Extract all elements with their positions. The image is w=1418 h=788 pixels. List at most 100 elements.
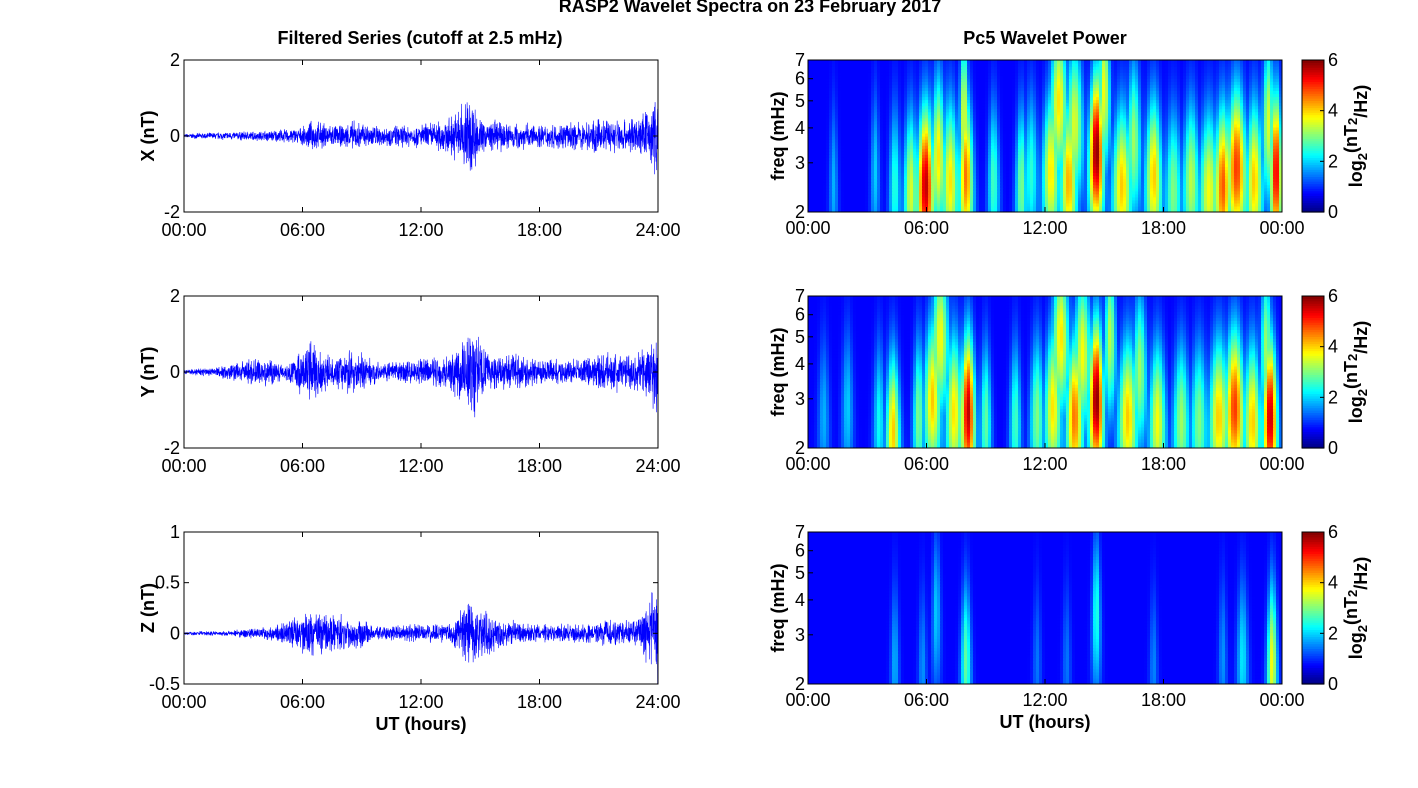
- heatmap-cell: [1081, 208, 1085, 212]
- heatmap-cell: [907, 163, 911, 167]
- heatmap-cell: [1204, 154, 1208, 158]
- heatmap-cell: [955, 120, 959, 125]
- heatmap-cell: [1078, 205, 1082, 210]
- heatmap-cell: [871, 151, 875, 155]
- heatmap-cell: [1240, 169, 1244, 174]
- heatmap-cell: [1096, 184, 1100, 189]
- heatmap-cell: [1201, 169, 1205, 174]
- heatmap-cell: [1066, 166, 1070, 171]
- heatmap-cell: [1108, 181, 1112, 186]
- heatmap-cell: [1165, 126, 1169, 131]
- heatmap-cell: [1147, 205, 1151, 210]
- heatmap-cell: [1222, 129, 1226, 134]
- heatmap-cell: [832, 196, 836, 201]
- heatmap-cell: [898, 139, 902, 143]
- heatmap-cell: [1219, 166, 1223, 171]
- heatmap-cell: [1081, 163, 1085, 167]
- heatmap-cell: [961, 184, 965, 189]
- heatmap-cell: [832, 157, 836, 161]
- heatmap-cell: [1132, 184, 1136, 189]
- heatmap-cell: [1114, 172, 1118, 177]
- heatmap-cell: [1090, 151, 1094, 155]
- heatmap-cell: [1177, 157, 1181, 161]
- heatmap-cell: [1027, 187, 1031, 192]
- heatmap-cell: [1081, 196, 1085, 201]
- heatmap-cell: [1045, 166, 1049, 171]
- heatmap-cell: [832, 163, 836, 167]
- heatmap-cell: [808, 193, 812, 198]
- heatmap-cell: [871, 199, 875, 204]
- heatmap-cell: [1279, 154, 1282, 158]
- heatmap-cell: [1003, 132, 1007, 137]
- heatmap-cell: [808, 181, 812, 186]
- heatmap-cell: [943, 190, 947, 195]
- heatmap-cell: [820, 187, 824, 192]
- heatmap-cell: [1009, 193, 1013, 198]
- heatmap-cell: [1168, 136, 1172, 140]
- heatmap-cell: [1030, 126, 1034, 131]
- heatmap-cell: [841, 199, 845, 204]
- heatmap-cell: [961, 181, 965, 186]
- heatmap-cell: [1222, 202, 1226, 207]
- heatmap-cell: [865, 157, 869, 161]
- heatmap-cell: [1126, 139, 1130, 143]
- heatmap-cell: [817, 202, 821, 207]
- heatmap-cell: [1105, 120, 1109, 125]
- heatmap-cell: [1042, 120, 1046, 125]
- heatmap-cell: [922, 157, 926, 161]
- heatmap-cell: [1183, 160, 1187, 164]
- heatmap-cell: [1222, 193, 1226, 198]
- heatmap-cell: [1102, 190, 1106, 195]
- heatmap-cell: [1120, 202, 1124, 207]
- heatmap-cell: [1006, 166, 1010, 171]
- heatmap-cell: [1132, 205, 1136, 210]
- heatmap-cell: [970, 205, 974, 210]
- heatmap-cell: [1198, 154, 1202, 158]
- heatmap-cell: [850, 196, 854, 201]
- heatmap-cell: [907, 145, 911, 149]
- heatmap-cell: [976, 172, 980, 177]
- heatmap-cell: [928, 139, 932, 143]
- heatmap-cell: [1102, 142, 1106, 146]
- heatmap-cell: [808, 129, 812, 134]
- heatmap-cell: [1090, 123, 1094, 128]
- heatmap-cell: [1255, 151, 1259, 155]
- heatmap-cell: [1153, 208, 1157, 212]
- heatmap-cell: [1174, 169, 1178, 174]
- heatmap-cell: [940, 202, 944, 207]
- heatmap-cell: [1180, 120, 1184, 125]
- heatmap-cell: [928, 132, 932, 137]
- heatmap-cell: [838, 117, 842, 122]
- heatmap-cell: [856, 190, 860, 195]
- heatmap-cell: [991, 184, 995, 189]
- heatmap-cell: [1147, 148, 1151, 152]
- heatmap-cell: [880, 169, 884, 174]
- heatmap-cell: [1129, 187, 1133, 192]
- heatmap-cell: [1030, 163, 1034, 167]
- heatmap-cell: [1021, 172, 1025, 177]
- heatmap-cell: [1000, 199, 1004, 204]
- heatmap-cell: [988, 154, 992, 158]
- heatmap-cell: [1036, 160, 1040, 164]
- heatmap-cell: [901, 123, 905, 128]
- heatmap-cell: [1063, 193, 1067, 198]
- heatmap-cell: [1264, 205, 1268, 210]
- heatmap-cell: [1081, 123, 1085, 128]
- heatmap-cell: [976, 184, 980, 189]
- heatmap-cell: [925, 151, 929, 155]
- heatmap-cell: [1183, 123, 1187, 128]
- heatmap-cell: [991, 181, 995, 186]
- heatmap-cell: [1276, 166, 1280, 171]
- heatmap-cell: [1048, 166, 1052, 171]
- heatmap-cell: [1015, 148, 1019, 152]
- heatmap-cell: [844, 193, 848, 198]
- heatmap-cell: [925, 169, 929, 174]
- heatmap-cell: [814, 129, 818, 134]
- heatmap-cell: [922, 193, 926, 198]
- heatmap-cell: [1165, 120, 1169, 125]
- heatmap-cell: [859, 187, 863, 192]
- heatmap-cell: [811, 120, 815, 125]
- heatmap-cell: [826, 160, 830, 164]
- heatmap-cell: [850, 154, 854, 158]
- heatmap-cell: [973, 129, 977, 134]
